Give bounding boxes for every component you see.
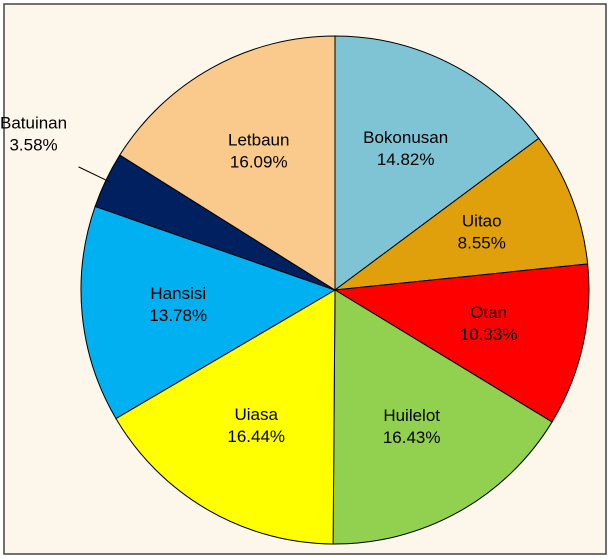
pie-slice xyxy=(334,35,540,291)
slice-label: Uitao xyxy=(462,211,502,230)
slice-label: Hansisi xyxy=(150,284,206,303)
slice-value: 13.78% xyxy=(149,306,207,325)
slice-label: Letbaun xyxy=(228,131,289,150)
slice-label: Uiasa xyxy=(234,405,278,424)
slice-label: Bokonusan xyxy=(363,128,448,147)
slice-value: 16.43% xyxy=(383,428,441,447)
pie-slice xyxy=(80,205,337,420)
slice-value: 16.44% xyxy=(227,427,285,446)
slice-value: 16.09% xyxy=(230,153,288,172)
slice-label: Huilelot xyxy=(383,406,440,425)
pie-slice xyxy=(332,289,553,545)
pie-slice xyxy=(119,35,336,291)
leader-line xyxy=(78,166,111,183)
pie-slice xyxy=(333,263,590,423)
pie-slice xyxy=(115,289,336,545)
slice-value: 14.82% xyxy=(377,150,435,169)
slice-value: 3.58% xyxy=(9,135,57,154)
slice-label: Batuinan xyxy=(0,113,67,132)
slice-value: 8.55% xyxy=(458,233,506,252)
pie-slice xyxy=(333,137,589,291)
slice-label: Otan xyxy=(470,303,507,322)
slice-value: 10.33% xyxy=(460,325,518,344)
